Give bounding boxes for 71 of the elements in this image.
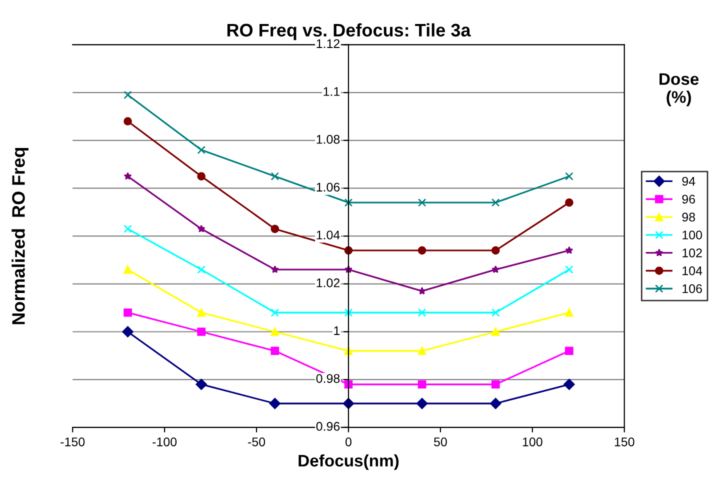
point xyxy=(124,90,132,100)
point xyxy=(197,172,206,180)
y-tick-label: 0.96 xyxy=(316,422,340,431)
point xyxy=(197,308,206,317)
y-tick-label: 0.98 xyxy=(316,374,340,383)
point xyxy=(344,308,353,317)
point xyxy=(124,265,132,274)
point xyxy=(270,308,280,317)
point xyxy=(491,328,500,336)
x-tick-label: 50 xyxy=(434,437,447,446)
point xyxy=(197,224,206,232)
point xyxy=(269,398,281,410)
x-tick-label: 150 xyxy=(614,437,634,446)
point xyxy=(344,198,353,207)
point xyxy=(418,246,426,255)
y-tick-label: 1 xyxy=(334,326,340,335)
point xyxy=(270,265,279,274)
y-tick-label: 1.02 xyxy=(316,278,340,288)
legend-label: 100 xyxy=(682,230,702,240)
legend-label: 98 xyxy=(682,212,696,222)
legend-label: 106 xyxy=(682,284,702,294)
point xyxy=(491,198,500,207)
y-axis-title: Normalized RO Freq xyxy=(12,148,28,324)
point xyxy=(490,398,502,410)
point xyxy=(124,308,132,317)
point xyxy=(270,224,280,234)
point xyxy=(491,246,500,255)
legend-title: Dose (%) xyxy=(660,73,699,106)
x-tick-label: 0 xyxy=(345,437,352,446)
legend-label: 96 xyxy=(682,194,695,204)
point xyxy=(565,172,574,180)
legend-label: 104 xyxy=(682,266,702,276)
point xyxy=(124,117,132,126)
x-tick-label: -150 xyxy=(60,437,85,446)
point xyxy=(565,265,574,274)
chart-title: RO Freq vs. Defocus: Tile 3a xyxy=(227,23,471,40)
point xyxy=(418,198,426,207)
y-tick-label: 1.06 xyxy=(316,182,340,192)
point xyxy=(418,308,426,317)
legend-label: 94 xyxy=(682,176,696,186)
point xyxy=(416,398,428,410)
x-tick-label: 100 xyxy=(522,437,542,446)
x-tick-label: -100 xyxy=(152,437,177,446)
point xyxy=(418,286,426,295)
point xyxy=(565,198,574,207)
y-tick-label: 1.1 xyxy=(324,87,340,96)
x-axis-title: Defocus(nm) xyxy=(298,454,399,470)
legend-label: 102 xyxy=(682,248,702,258)
point xyxy=(491,380,500,389)
point xyxy=(270,328,280,336)
point xyxy=(565,346,574,356)
point xyxy=(124,224,132,234)
point xyxy=(565,246,574,254)
point xyxy=(565,308,574,317)
point xyxy=(196,378,207,390)
y-tick-label: 1.04 xyxy=(316,230,340,240)
point xyxy=(197,265,206,274)
point xyxy=(492,265,500,274)
point xyxy=(197,328,206,336)
point xyxy=(122,326,134,338)
point xyxy=(270,172,280,180)
point xyxy=(124,172,132,180)
x-tick-label: -50 xyxy=(248,437,266,446)
point xyxy=(270,346,280,356)
point xyxy=(418,380,426,389)
point xyxy=(564,378,575,390)
point xyxy=(197,146,206,154)
point xyxy=(491,308,500,317)
y-tick-label: 1.08 xyxy=(316,134,340,144)
y-tick-label: 1.12 xyxy=(316,39,340,48)
point xyxy=(418,346,426,356)
